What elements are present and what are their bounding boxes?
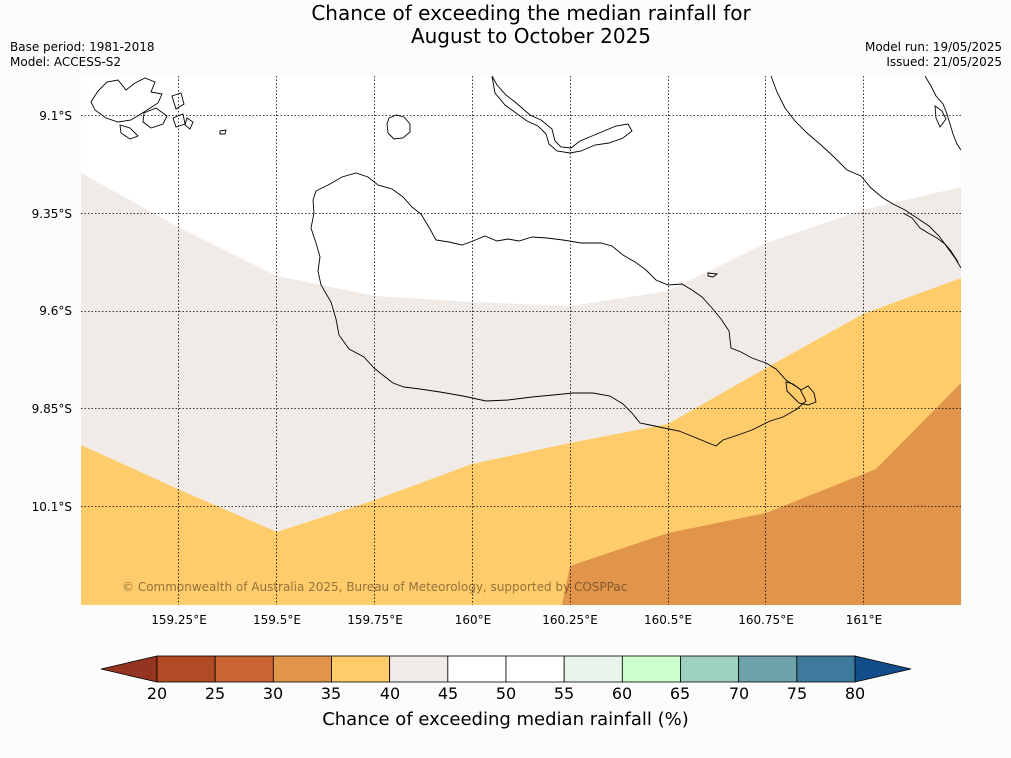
coastline-outline: [90, 76, 961, 447]
islet-outline-east-1: [785, 381, 817, 406]
model-run-label: Model run: 19/05/2025: [864, 40, 1002, 54]
colorbar-tick-label: 30: [262, 684, 284, 703]
colorbar-swatch: [331, 655, 391, 683]
colorbar-swatch: [621, 655, 681, 683]
model-label: Model: ACCESS-S2: [10, 55, 122, 69]
coast-outline-malaita-bays: [902, 212, 959, 263]
colorbar-tick-label: 70: [728, 684, 750, 703]
colorbar-title: Chance of exceeding median rainfall (%): [322, 709, 689, 730]
islet-outline-small-2: [219, 129, 227, 135]
lon-label: 160.75°E: [738, 613, 794, 627]
colorbar-swatch: [272, 655, 332, 683]
colorbar-overflow-arrow: [854, 655, 912, 683]
lat-label: 9.1°S: [39, 109, 72, 123]
coast-outline-florida-islands-2: [119, 92, 194, 140]
map-title-line-1: Chance of exceeding the median rainfall …: [311, 1, 751, 25]
lon-label: 159.75°E: [347, 613, 403, 627]
issued-label: Issued: 21/05/2025: [886, 55, 1002, 69]
copyright-notice: © Commonwealth of Australia 2025, Bureau…: [122, 580, 628, 594]
colorbar-tick-label: 45: [437, 684, 459, 703]
colorbar-tick-label: 40: [379, 684, 401, 703]
lon-label: 159.25°E: [151, 613, 207, 627]
lat-label: 9.6°S: [39, 304, 72, 318]
coast-outline-florida-islands: [90, 77, 163, 123]
colorbar-tick-label: 35: [320, 684, 342, 703]
colorbar-underflow-arrow: [100, 655, 158, 683]
coast-outline-ngella-east: [491, 76, 633, 154]
colorbar-swatch: [563, 655, 623, 683]
colorbar-swatch: [796, 655, 856, 683]
lon-label: 160.5°E: [644, 613, 692, 627]
islet-outline-small-1: [707, 272, 719, 278]
category-30-35-region: [562, 383, 961, 605]
colorbar-swatch: [680, 655, 740, 683]
colorbar-tick-label: 25: [204, 684, 226, 703]
coast-outline-northeast: [924, 76, 961, 151]
colorbar-swatch: [738, 655, 798, 683]
colorbar-swatch: [505, 655, 565, 683]
lat-label: 9.35°S: [31, 207, 72, 221]
islet-outline-north-1: [386, 114, 411, 140]
graticule: [81, 76, 961, 605]
island-outline-guadalcanal: [310, 172, 807, 447]
colorbar-swatch: [447, 655, 507, 683]
colorbar-tick-label: 20: [146, 684, 168, 703]
colorbar-swatch: [214, 655, 274, 683]
lat-label: 9.85°S: [31, 402, 72, 416]
coast-outline-malaita: [770, 76, 961, 269]
colorbar-tick-label: 80: [844, 684, 866, 703]
base-period-label: Base period: 1981-2018: [10, 40, 155, 54]
lon-label: 161°E: [845, 613, 883, 627]
colorbar-tick-label: 55: [553, 684, 575, 703]
colorbar-tick-label: 50: [495, 684, 517, 703]
lon-label: 159.5°E: [253, 613, 301, 627]
colorbar-swatch: [389, 655, 449, 683]
colorbar-tick-label: 60: [611, 684, 633, 703]
map-title-line-2: August to October 2025: [410, 24, 652, 48]
colorbar-swatch: [156, 655, 216, 683]
colorbar-tick-label: 75: [786, 684, 808, 703]
lon-label: 160.25°E: [542, 613, 598, 627]
colorbar-tick-label: 65: [669, 684, 691, 703]
lon-label: 160°E: [454, 613, 492, 627]
lat-label: 10.1°S: [31, 500, 72, 514]
